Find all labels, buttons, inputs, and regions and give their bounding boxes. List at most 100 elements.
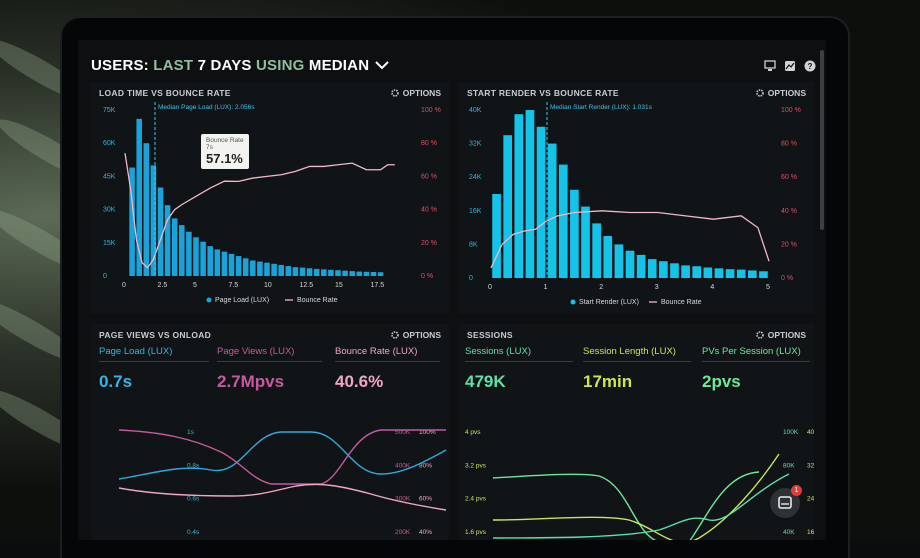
dashboard-title[interactable]: USERS: LAST 7 DAYS USING MEDIAN bbox=[91, 57, 390, 74]
y-tick-label: 1s bbox=[187, 429, 195, 436]
image-icon[interactable] bbox=[784, 60, 796, 72]
y-tick-label: 45K bbox=[103, 173, 116, 180]
histogram-bar bbox=[171, 218, 178, 276]
x-tick-label: 0 bbox=[488, 284, 492, 291]
y2-tick-label: 20 % bbox=[421, 240, 437, 247]
x-tick-label: 15 bbox=[335, 282, 343, 289]
gear-icon bbox=[755, 89, 764, 97]
histogram-bar bbox=[207, 246, 213, 276]
options-button[interactable]: OPTIONS bbox=[755, 330, 806, 340]
y2-tick-label: 60 % bbox=[421, 173, 437, 180]
histogram-bar bbox=[306, 268, 313, 276]
y2-tick-label: 40 % bbox=[781, 208, 797, 215]
y2-tick-label: 100 % bbox=[781, 107, 801, 114]
histogram-bar bbox=[136, 118, 142, 276]
legend-swatch bbox=[570, 299, 576, 305]
notification-badge: 1 bbox=[791, 485, 802, 496]
histogram-bar bbox=[370, 272, 377, 276]
histogram-bar bbox=[349, 271, 355, 276]
histogram-bar bbox=[614, 244, 624, 278]
y-tick-label: 60K bbox=[103, 140, 116, 147]
monitor-icon[interactable] bbox=[764, 60, 776, 72]
y-tick-label: 40K bbox=[469, 107, 482, 114]
y3-tick-label: 80% bbox=[419, 462, 432, 469]
y-tick-label: 0.8s bbox=[187, 462, 200, 469]
legend-label: Start Render (LUX) bbox=[579, 299, 639, 306]
x-tick-label: 0 bbox=[122, 282, 126, 289]
kpi-page-views[interactable]: Page Views (LUX) 2.7Mpvs bbox=[217, 346, 322, 392]
y3-tick-label: 16 min bbox=[807, 529, 814, 536]
histogram-bar bbox=[250, 260, 256, 276]
y-tick-label: 4 pvs bbox=[465, 429, 481, 436]
y2-tick-label: 40K bbox=[783, 529, 795, 536]
bounce-rate-line bbox=[490, 210, 770, 269]
histogram-bar bbox=[179, 225, 185, 276]
load-time-panel: LOAD TIME VS BOUNCE RATE OPTIONS 75K 60K 4… bbox=[91, 82, 449, 314]
x-tick-label: 1 bbox=[544, 284, 548, 291]
y3-tick-label: 32 min bbox=[807, 462, 814, 469]
y-tick-label: 2.4 pvs bbox=[465, 496, 487, 503]
legend-label: Bounce Rate bbox=[661, 299, 702, 306]
histogram-bar bbox=[492, 194, 501, 278]
histogram-bar bbox=[228, 253, 235, 276]
histogram-bar bbox=[659, 261, 668, 278]
histogram-bar bbox=[157, 187, 164, 276]
x-tick-label: 17.5 bbox=[371, 282, 385, 289]
gear-icon bbox=[390, 89, 399, 97]
histogram-bar bbox=[164, 205, 171, 276]
x-tick-label: 3 bbox=[655, 284, 659, 291]
scrollbar[interactable] bbox=[820, 50, 824, 230]
y3-tick-label: 40% bbox=[419, 529, 432, 536]
histogram-bar bbox=[292, 267, 299, 276]
panel-title: LOAD TIME VS BOUNCE RATE bbox=[99, 88, 231, 98]
y-tick-label: 0 bbox=[469, 275, 473, 282]
histogram-bar bbox=[747, 270, 757, 278]
options-button[interactable]: OPTIONS bbox=[390, 88, 441, 98]
legend-label: Page Load (LUX) bbox=[215, 297, 269, 304]
histogram-bar bbox=[200, 241, 206, 276]
page-views-line bbox=[118, 429, 446, 485]
histogram-bar bbox=[328, 269, 334, 276]
x-tick-label: 4 bbox=[710, 284, 714, 291]
kpi-bounce-rate[interactable]: Bounce Rate (LUX) 40.6% bbox=[335, 346, 440, 392]
kpi-sessions[interactable]: Sessions (LUX) 479K bbox=[465, 346, 573, 392]
y3-tick-label: 24 min bbox=[807, 496, 814, 503]
histogram-bar bbox=[264, 262, 270, 276]
x-tick-label: 5 bbox=[193, 282, 197, 289]
options-button[interactable]: OPTIONS bbox=[755, 88, 806, 98]
options-button[interactable]: OPTIONS bbox=[390, 330, 441, 340]
session-length-line bbox=[492, 453, 780, 540]
chevron-down-icon[interactable] bbox=[374, 60, 390, 70]
svg-text:?: ? bbox=[808, 62, 813, 71]
y2-tick-label: 80K bbox=[783, 462, 795, 469]
y-tick-label: 3.2 pvs bbox=[465, 462, 487, 469]
dashboard-screen: USERS: LAST 7 DAYS USING MEDIAN ? LOAD T… bbox=[78, 40, 826, 540]
x-tick-label: 2.5 bbox=[158, 282, 168, 289]
y2-tick-label: 0 % bbox=[421, 273, 433, 280]
y2-tick-label: 200K bbox=[395, 529, 411, 536]
histogram-bar bbox=[536, 126, 546, 278]
histogram-bar bbox=[592, 223, 601, 278]
kpi-pvs-per-session[interactable]: PVs Per Session (LUX) 2pvs bbox=[702, 346, 810, 392]
y-tick-label: 8K bbox=[469, 241, 478, 248]
kpi-page-load[interactable]: Page Load (LUX) 0.7s bbox=[99, 346, 209, 392]
histogram-bar bbox=[581, 206, 590, 278]
y2-tick-label: 80 % bbox=[421, 140, 437, 147]
help-icon[interactable]: ? bbox=[804, 60, 816, 72]
histogram-bar bbox=[299, 267, 306, 276]
histogram-bar bbox=[503, 135, 513, 278]
header-icons: ? bbox=[764, 60, 816, 72]
histogram-bar bbox=[570, 189, 579, 278]
y-tick-label: 32K bbox=[469, 141, 482, 148]
histogram-bar bbox=[257, 261, 263, 276]
histogram-bar bbox=[547, 143, 557, 278]
chat-button[interactable]: 1 bbox=[770, 485, 802, 518]
median-label: Median Start Render (LUX): 1.031s bbox=[550, 104, 653, 111]
histogram-bar bbox=[363, 271, 370, 276]
histogram-bar bbox=[558, 164, 568, 278]
histogram-bar bbox=[703, 267, 713, 278]
kpi-session-length[interactable]: Session Length (LUX) 17min bbox=[583, 346, 691, 392]
histogram-bar bbox=[636, 254, 646, 278]
load-time-chart: 75K 60K 45K 30K 15K 0 100 % 80 % 60 % 40 % 20 % 0 %… bbox=[103, 102, 441, 304]
